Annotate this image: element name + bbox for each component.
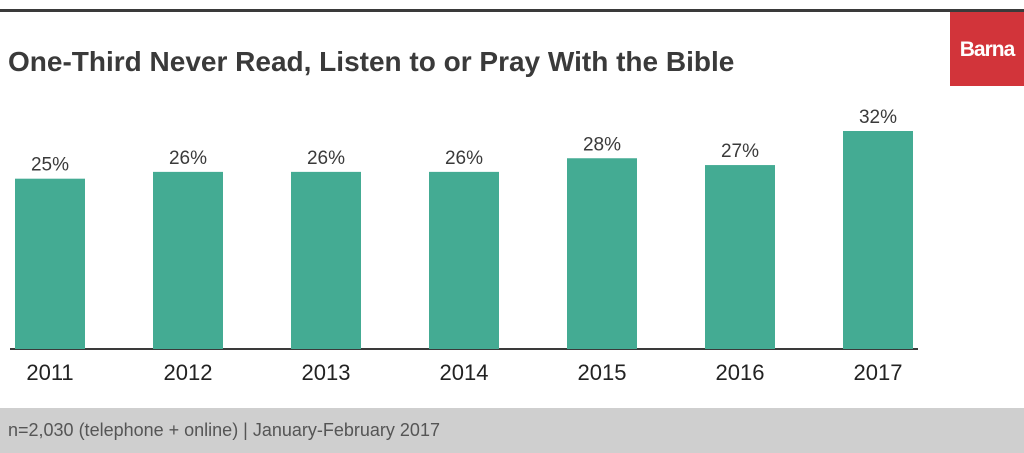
bar-2012 xyxy=(153,171,223,349)
top-rule xyxy=(0,9,1024,12)
bar-2013 xyxy=(291,171,361,349)
data-label-2017: 32% xyxy=(859,107,897,128)
bar-2017 xyxy=(843,131,913,349)
x-tick-label-2015: 2015 xyxy=(578,360,627,385)
data-label-2015: 28% xyxy=(583,134,621,155)
x-tick-label-2011: 2011 xyxy=(26,360,73,385)
data-label-2014: 26% xyxy=(445,148,483,169)
chart-title: One-Third Never Read, Listen to or Pray … xyxy=(8,46,735,77)
data-label-2012: 26% xyxy=(169,148,207,169)
x-tick-label-2014: 2014 xyxy=(440,360,489,385)
data-label-2016: 27% xyxy=(721,141,759,162)
footer: n=2,030 (telephone + online) | January-F… xyxy=(0,408,1024,453)
barna-logo: Barna xyxy=(950,12,1024,86)
bar-2014 xyxy=(429,171,499,349)
bar-2011 xyxy=(15,178,85,349)
data-label-2011: 25% xyxy=(31,155,69,176)
data-label-2013: 26% xyxy=(307,148,345,169)
bar-2015 xyxy=(567,158,637,349)
bar-2016 xyxy=(705,165,775,349)
x-tick-label-2017: 2017 xyxy=(854,360,903,385)
footer-note: n=2,030 (telephone + online) | January-F… xyxy=(8,420,440,440)
x-tick-label-2016: 2016 xyxy=(716,360,765,385)
x-tick-label-2012: 2012 xyxy=(164,360,213,385)
x-tick-label-2013: 2013 xyxy=(302,360,351,385)
